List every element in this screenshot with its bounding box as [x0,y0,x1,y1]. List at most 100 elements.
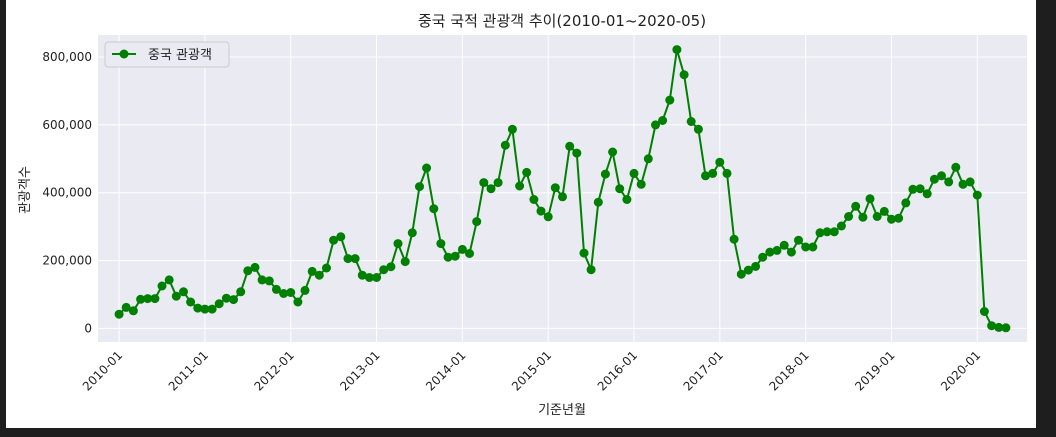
data-point [586,265,596,275]
data-point [715,157,725,167]
data-point [236,287,246,297]
data-point [672,45,682,55]
data-point [393,239,403,249]
data-point [322,263,331,273]
legend-label: 중국 관광객 [148,48,212,63]
data-point [658,116,668,125]
data-point [829,227,839,237]
data-point [558,192,567,202]
data-point [114,309,124,319]
data-point [379,265,389,275]
data-point [665,95,675,105]
data-point [372,273,382,282]
data-point [207,304,217,314]
legend-box [104,41,230,68]
data-point [264,276,274,286]
data-point [579,248,589,258]
x-tick-label: 2014-01 [423,348,468,393]
data-point [507,124,517,134]
data-point [307,266,317,276]
data-point [879,206,889,216]
data-point [493,178,503,188]
data-point [801,242,811,252]
data-point [765,247,775,257]
data-point [450,251,460,261]
data-point [257,275,267,285]
x-tick-label: 2020-01 [938,348,983,393]
data-point [965,177,975,187]
data-point [701,171,710,181]
data-point [908,184,918,194]
x-tick-label: 2019-01 [852,348,897,393]
data-point [479,178,489,188]
data-point [629,168,639,178]
data-point [336,232,346,242]
data-point [250,262,260,272]
data-point [157,281,167,291]
data-point [615,184,625,194]
data-point [500,140,510,150]
data-point [522,167,532,177]
data-point [128,306,138,316]
data-point [929,174,939,184]
data-point [894,213,904,223]
data-point [772,245,782,255]
x-axis-label: 기준년월 [538,403,586,418]
data-point [972,190,982,200]
data-point [729,234,739,244]
data-point [150,294,160,304]
data-point [836,221,846,231]
legend: 중국 관광객 [104,41,230,68]
data-point [186,297,196,307]
data-point [436,239,446,249]
data-point [136,294,146,304]
data-point [887,214,896,224]
data-point [343,254,353,264]
data-point [572,148,582,158]
data-point [679,70,689,80]
x-tick-label: 2012-01 [252,348,297,393]
data-point [944,177,954,187]
data-point [815,228,825,238]
data-point [722,168,732,178]
data-point [844,212,854,221]
data-point [786,247,796,257]
data-point [243,266,253,276]
data-point [736,269,746,279]
data-point [472,217,482,227]
data-point [872,212,882,221]
data-point [693,124,703,134]
data-point [901,198,911,208]
x-tick-label: 2016-01 [595,348,640,393]
data-point [743,265,753,275]
data-point [529,195,539,204]
series-layer [114,45,1011,333]
data-point [779,240,789,250]
data-point [865,194,875,204]
data-point [708,168,718,178]
data-point [443,252,453,262]
data-point [922,189,932,199]
x-tick-label: 2017-01 [681,348,726,393]
data-point [279,289,289,298]
data-point [200,304,210,314]
data-point [651,120,660,130]
y-tick-label: 0 [84,321,92,335]
x-tick-label: 2013-01 [337,348,382,393]
data-point [593,197,603,207]
y-tick-label: 400,000 [42,186,92,200]
data-point [386,262,396,272]
data-point [171,291,181,301]
data-point [1001,323,1011,333]
x-tick-label: 2015-01 [509,348,554,393]
data-point [636,179,646,189]
data-point [994,322,1004,332]
data-point [271,284,281,294]
x-tick-label: 2010-01 [80,348,125,393]
data-point [314,270,324,280]
data-point [193,303,203,313]
data-point [858,212,868,222]
data-point [958,179,968,189]
data-point [229,295,238,305]
data-point [364,273,374,282]
